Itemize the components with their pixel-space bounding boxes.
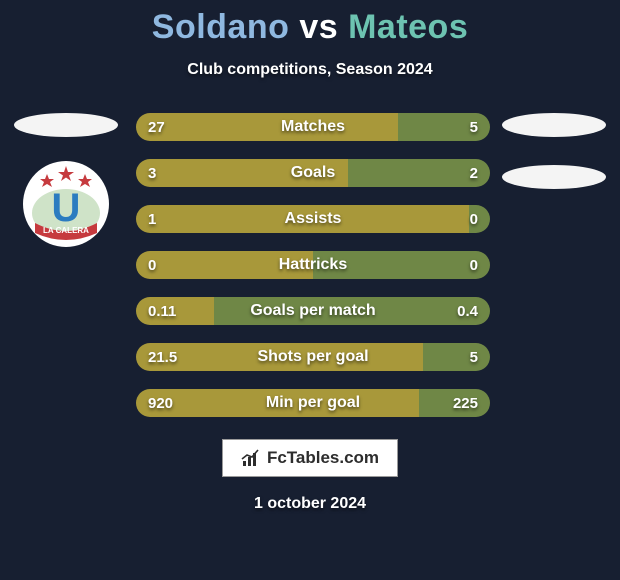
stat-bar-right — [398, 113, 490, 141]
stat-bar-left — [136, 113, 398, 141]
title-vs: vs — [289, 8, 348, 46]
stat-bar-left — [136, 159, 348, 187]
stat-bar-right — [469, 205, 490, 233]
player-a-photo-placeholder — [14, 113, 118, 137]
brand-chart-icon — [241, 449, 261, 467]
stat-row: Min per goal920225 — [136, 389, 490, 417]
subtitle: Club competitions, Season 2024 — [0, 61, 620, 79]
player-b-photo-placeholder — [502, 113, 606, 137]
svg-text:U: U — [52, 186, 81, 230]
stat-bar-right — [313, 251, 490, 279]
stat-bar-right — [214, 297, 490, 325]
stat-row: Goals32 — [136, 159, 490, 187]
title-player-b: Mateos — [348, 8, 468, 46]
right-player-column — [494, 113, 614, 189]
stat-bar-right — [348, 159, 490, 187]
stat-bar-left — [136, 389, 419, 417]
stat-row: Hattricks00 — [136, 251, 490, 279]
badge-ribbon-text: LA CALERA — [43, 226, 89, 235]
stat-row: Assists10 — [136, 205, 490, 233]
comparison-bars: Matches275 Goals32 Assists10 Hattricks00 Goa… — [136, 113, 490, 417]
page-title: Soldano vs Mateos — [0, 0, 620, 47]
stat-bar-right — [423, 343, 490, 371]
stat-row: Matches275 — [136, 113, 490, 141]
brand-box[interactable]: FcTables.com — [222, 439, 398, 477]
player-b-club-badge-placeholder — [502, 165, 606, 189]
title-player-a: Soldano — [152, 8, 290, 46]
club-badge-icon: U LA CALERA — [23, 161, 109, 247]
stat-bar-right — [419, 389, 490, 417]
stat-bar-left — [136, 297, 214, 325]
stat-bar-left — [136, 251, 313, 279]
content-area: U LA CALERA Matches275 Goals32 Assists10 Ha… — [0, 113, 620, 417]
brand-text: FcTables.com — [267, 448, 379, 468]
footer-date: 1 october 2024 — [0, 495, 620, 513]
player-a-club-badge: U LA CALERA — [23, 161, 109, 247]
left-player-column: U LA CALERA — [6, 113, 126, 247]
stat-bar-left — [136, 205, 469, 233]
stat-row: Shots per goal21.55 — [136, 343, 490, 371]
stat-bar-left — [136, 343, 423, 371]
stat-row: Goals per match0.110.4 — [136, 297, 490, 325]
